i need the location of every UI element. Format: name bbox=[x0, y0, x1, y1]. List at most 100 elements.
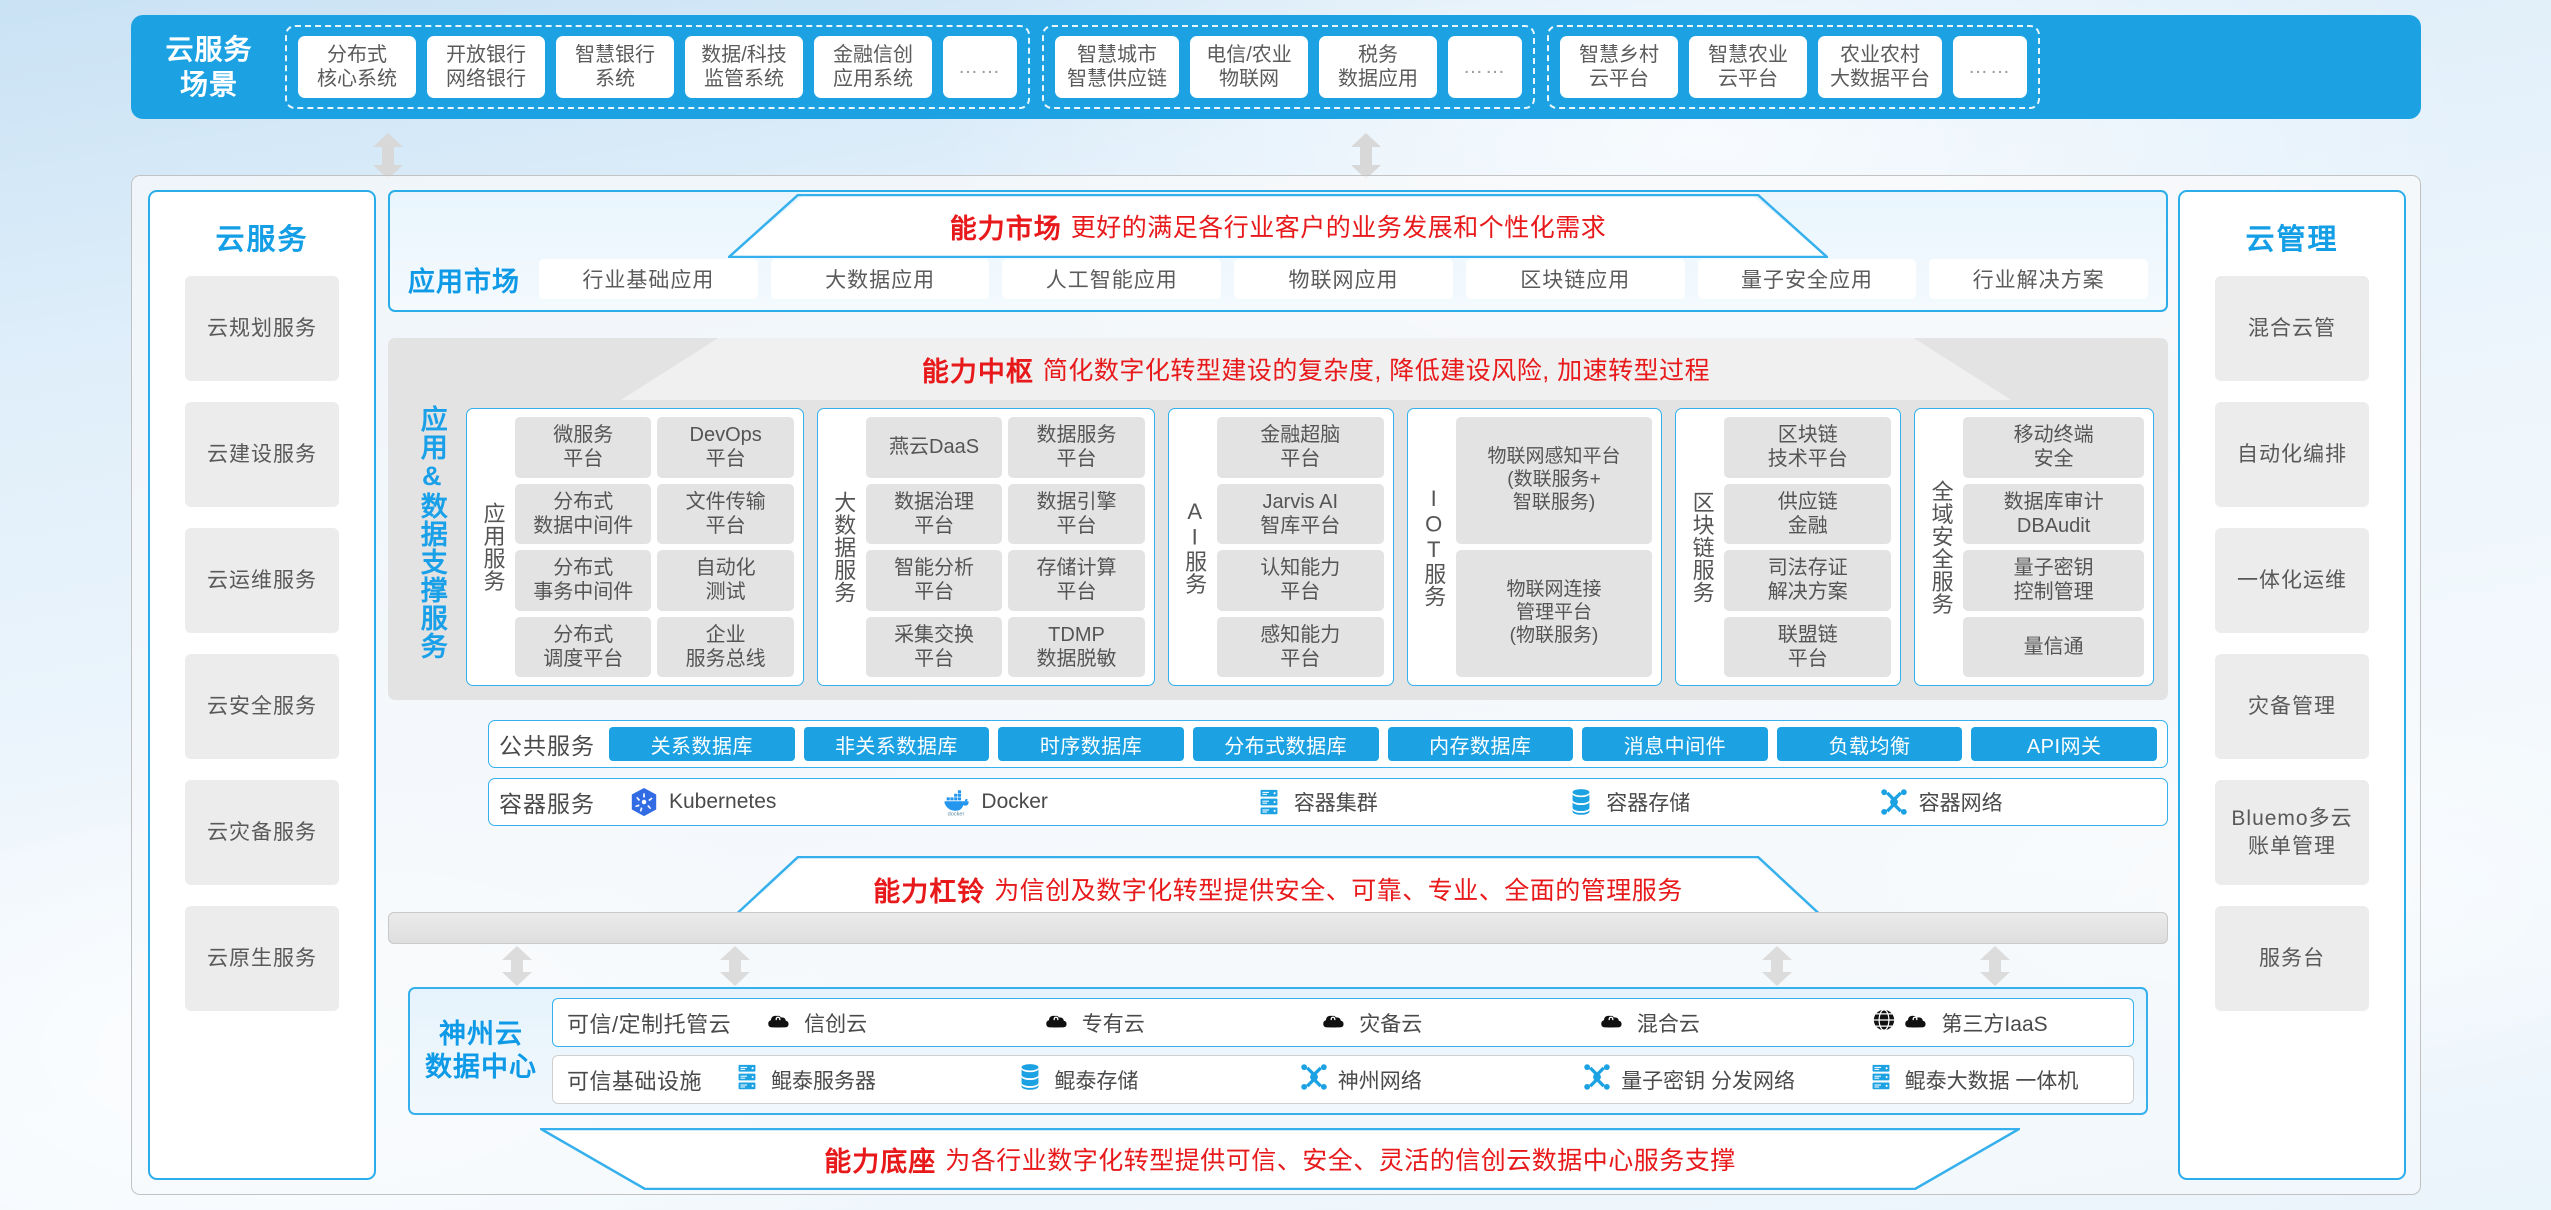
public-service-chip[interactable]: 分布式数据库 bbox=[1192, 727, 1379, 761]
cloud-lock-icon bbox=[1316, 1007, 1350, 1039]
service-cell[interactable]: 感知能力 平台 bbox=[1216, 616, 1384, 677]
service-cell[interactable]: 数据治理 平台 bbox=[865, 483, 1003, 544]
service-cell[interactable]: 联盟链 平台 bbox=[1724, 616, 1892, 677]
service-cell[interactable]: 分布式 事务中间件 bbox=[515, 550, 652, 611]
cloud-management-item[interactable]: 灾备管理 bbox=[2215, 654, 2369, 759]
service-cell[interactable]: 微服务 平台 bbox=[515, 417, 652, 478]
cloud-management-item[interactable]: 服务台 bbox=[2215, 906, 2369, 1011]
scene-chip[interactable]: 分布式 核心系统 bbox=[298, 36, 416, 98]
scene-chip[interactable]: 电信/农业 物联网 bbox=[1190, 36, 1308, 98]
service-cell[interactable]: 区块链 技术平台 bbox=[1724, 417, 1892, 478]
application-market-chip[interactable]: 行业解决方案 bbox=[1929, 259, 2149, 299]
service-cell[interactable]: 数据库审计 DBAudit bbox=[1963, 483, 2144, 544]
data-center-title-line1: 神州云 bbox=[439, 1019, 523, 1050]
service-cell-line1: 存储计算 bbox=[1036, 557, 1117, 580]
service-cell[interactable]: 文件传输 平台 bbox=[657, 483, 794, 544]
hub-vertical-label: 应用&数据支撑服务 bbox=[416, 404, 447, 660]
scene-chip[interactable]: 智慧城市 智慧供应链 bbox=[1055, 36, 1179, 98]
cloud-management-item[interactable]: 自动化编排 bbox=[2215, 402, 2369, 507]
data-center-item[interactable]: 鲲泰大数据 一体机 bbox=[1836, 1062, 2119, 1098]
data-center-item[interactable]: 专有云 bbox=[1009, 1007, 1287, 1039]
application-market-chip[interactable]: 物联网应用 bbox=[1234, 259, 1453, 299]
service-cell[interactable]: 分布式 调度平台 bbox=[515, 616, 652, 677]
container-service-item[interactable]: 容器存储 bbox=[1532, 787, 1844, 817]
container-service-item[interactable]: 容器集群 bbox=[1220, 787, 1532, 817]
cloud-service-item[interactable]: 云运维服务 bbox=[185, 528, 339, 633]
public-service-chip[interactable]: 消息中间件 bbox=[1582, 727, 1768, 761]
scene-chip[interactable]: 智慧乡村 云平台 bbox=[1560, 36, 1678, 98]
service-cell-line1: 燕云DaaS bbox=[889, 436, 980, 459]
application-market-chip[interactable]: 大数据应用 bbox=[770, 259, 990, 299]
scene-chip[interactable]: 税务 数据应用 bbox=[1319, 36, 1437, 98]
cloud-management-item[interactable]: Bluemo多云 账单管理 bbox=[2215, 780, 2369, 885]
cloud-management-item[interactable]: 混合云管 bbox=[2215, 276, 2369, 381]
service-cell[interactable]: 数据服务 平台 bbox=[1008, 417, 1145, 478]
service-cell[interactable]: 量子密钥 控制管理 bbox=[1963, 550, 2144, 611]
cloud-service-item[interactable]: 云规划服务 bbox=[185, 276, 339, 381]
service-cell-line1: 物联网连接 bbox=[1506, 579, 1602, 601]
service-cell[interactable]: DevOps 平台 bbox=[657, 417, 794, 478]
service-cell[interactable]: 金融超脑 平台 bbox=[1216, 417, 1384, 478]
public-service-chip[interactable]: 负载均衡 bbox=[1776, 727, 1963, 761]
service-cell[interactable]: 认知能力 平台 bbox=[1216, 550, 1384, 611]
scene-chip[interactable]: …… bbox=[1953, 36, 2027, 98]
container-service-item[interactable]: docker Docker bbox=[907, 787, 1219, 817]
service-cell[interactable]: 物联网连接 管理平台 (物联服务) bbox=[1455, 550, 1653, 677]
server-stack-icon bbox=[1866, 1062, 1896, 1098]
data-center-item[interactable]: 灾备云 bbox=[1286, 1007, 1564, 1039]
service-cell[interactable]: 分布式 数据中间件 bbox=[515, 483, 652, 544]
data-center-item[interactable]: 神州网络 bbox=[1269, 1062, 1552, 1098]
scene-chip-line2: 云平台 bbox=[1589, 68, 1649, 90]
data-center-item[interactable]: 鲲泰存储 bbox=[985, 1062, 1268, 1098]
service-cell[interactable]: 司法存证 解决方案 bbox=[1724, 550, 1892, 611]
service-cell[interactable]: 物联网感知平台 (数联服务+ 智联服务) bbox=[1455, 417, 1653, 544]
data-center-item[interactable]: 混合云 bbox=[1564, 1007, 1842, 1039]
application-market-chip[interactable]: 人工智能应用 bbox=[1002, 259, 1222, 299]
scene-chip[interactable]: 金融信创 应用系统 bbox=[814, 36, 932, 98]
public-service-chip[interactable]: 时序数据库 bbox=[998, 727, 1184, 761]
container-service-item[interactable]: 容器网络 bbox=[1845, 787, 2157, 817]
data-center-item[interactable]: 第三方IaaS bbox=[1841, 1007, 2119, 1039]
data-center-item[interactable]: 鲲泰服务器 bbox=[702, 1062, 985, 1098]
cloud-service-item[interactable]: 云安全服务 bbox=[185, 654, 339, 759]
public-service-chip[interactable]: 非关系数据库 bbox=[803, 727, 990, 761]
public-service-chip[interactable]: 内存数据库 bbox=[1387, 727, 1574, 761]
scene-chip[interactable]: 数据/科技 监管系统 bbox=[685, 36, 803, 98]
service-cell[interactable]: 燕云DaaS bbox=[865, 417, 1003, 478]
data-center-item[interactable]: 量子密钥 分发网络 bbox=[1552, 1062, 1835, 1098]
service-cell[interactable]: 数据引擎 平台 bbox=[1008, 483, 1145, 544]
scene-chip[interactable]: 农业农村 大数据平台 bbox=[1818, 36, 1942, 98]
scene-chip[interactable]: 开放银行 网络银行 bbox=[427, 36, 545, 98]
public-service-chip[interactable]: 关系数据库 bbox=[609, 727, 795, 761]
cloud-service-item[interactable]: 云建设服务 bbox=[185, 402, 339, 507]
application-market-chip[interactable]: 量子安全应用 bbox=[1697, 259, 1917, 299]
application-market-chip[interactable]: 行业基础应用 bbox=[539, 259, 758, 299]
scene-chip-line2: 数据应用 bbox=[1338, 68, 1418, 90]
service-cell[interactable]: 采集交换 平台 bbox=[865, 616, 1003, 677]
service-cell[interactable]: 存储计算 平台 bbox=[1008, 550, 1145, 611]
data-center-item[interactable]: 信创云 bbox=[731, 1007, 1009, 1039]
scene-chip[interactable]: 智慧农业 云平台 bbox=[1689, 36, 1807, 98]
service-cell[interactable]: 企业 服务总线 bbox=[657, 616, 794, 677]
service-cell[interactable]: 智能分析 平台 bbox=[865, 550, 1003, 611]
service-cell-line2: 管理平台 bbox=[1515, 602, 1592, 624]
scene-chip[interactable]: …… bbox=[943, 36, 1017, 98]
service-box-label: 大数据服务 bbox=[831, 490, 857, 604]
container-service-item[interactable]: Kubernetes bbox=[595, 787, 907, 817]
service-cell[interactable]: 量信通 bbox=[1963, 616, 2144, 677]
cloud-service-item[interactable]: 云灾备服务 bbox=[185, 780, 339, 885]
public-service-chip[interactable]: API网关 bbox=[1971, 727, 2157, 761]
service-cell[interactable]: 移动终端 安全 bbox=[1963, 417, 2144, 478]
service-cell[interactable]: 自动化 测试 bbox=[657, 550, 794, 611]
hosted-cloud-label: 可信/定制托管云 bbox=[567, 1011, 732, 1037]
cloud-management-item[interactable]: 一体化运维 bbox=[2215, 528, 2369, 633]
application-market-chip[interactable]: 区块链应用 bbox=[1465, 259, 1685, 299]
cloud-service-item[interactable]: 云原生服务 bbox=[185, 906, 339, 1011]
scene-chip[interactable]: …… bbox=[1448, 36, 1522, 98]
service-cell[interactable]: Jarvis AI 智库平台 bbox=[1216, 483, 1384, 544]
server-stack-icon bbox=[732, 1062, 762, 1098]
scene-chip[interactable]: 智慧银行 系统 bbox=[556, 36, 674, 98]
service-cell[interactable]: 供应链 金融 bbox=[1724, 483, 1892, 544]
service-cell[interactable]: TDMP 数据脱敏 bbox=[1008, 616, 1145, 677]
container-service-label: 容器集群 bbox=[1293, 792, 1378, 815]
